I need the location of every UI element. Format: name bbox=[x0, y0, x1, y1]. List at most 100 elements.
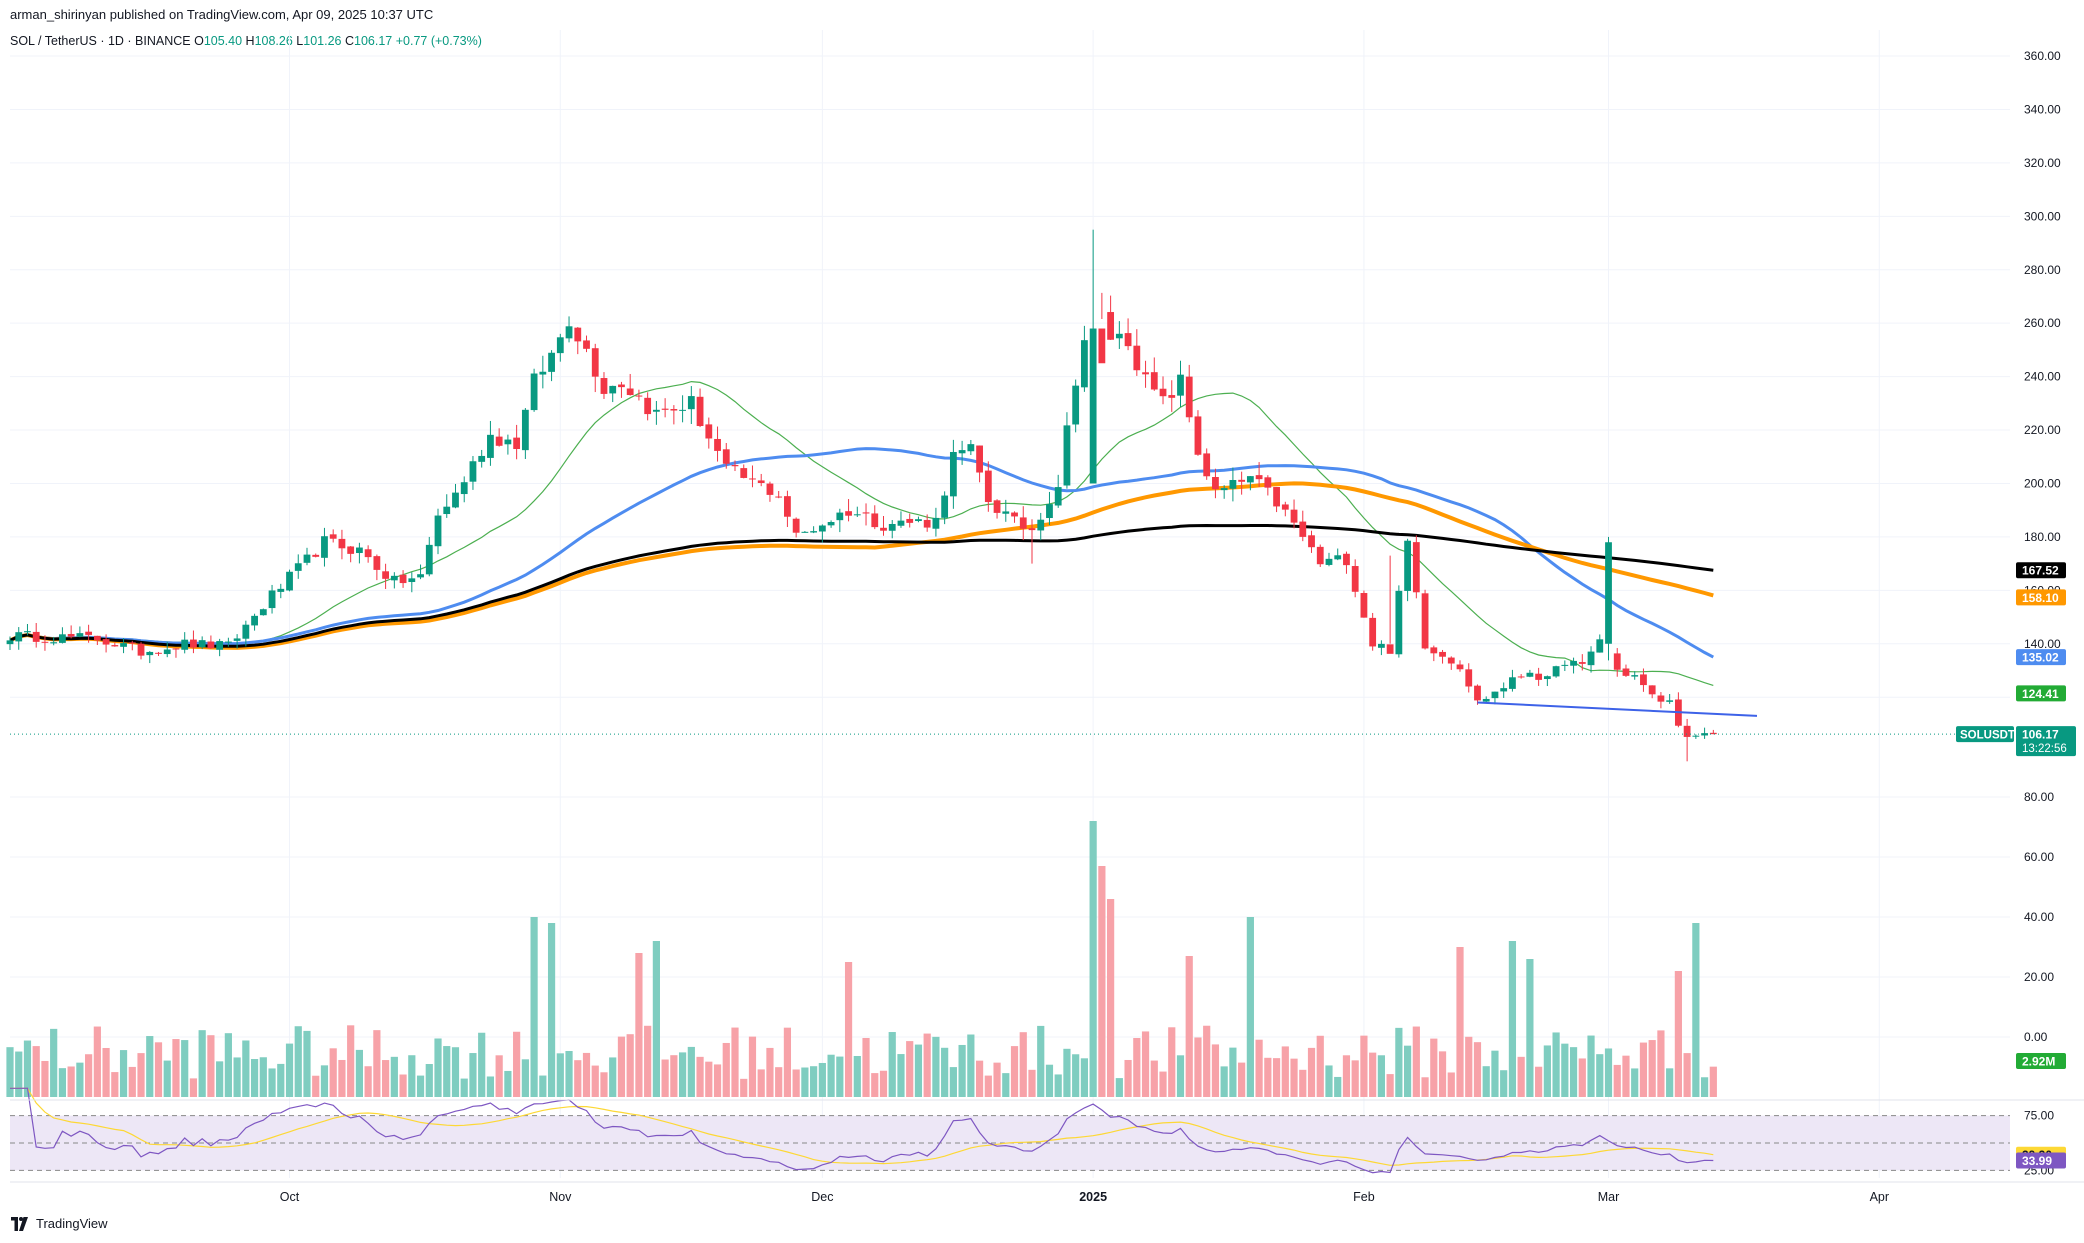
volume-bar bbox=[705, 1061, 713, 1097]
volume-bar bbox=[1578, 1058, 1586, 1097]
volume-bar bbox=[128, 1066, 136, 1097]
candle-body bbox=[853, 514, 861, 516]
volume-bar bbox=[1613, 1064, 1621, 1097]
volume-bar bbox=[1587, 1035, 1595, 1097]
candle-body bbox=[85, 631, 93, 635]
volume-bar bbox=[163, 1060, 171, 1097]
candle-body bbox=[356, 547, 363, 554]
volume-bar bbox=[1639, 1042, 1648, 1097]
volume-bar bbox=[408, 1055, 416, 1097]
candle-body bbox=[1264, 477, 1272, 488]
candle-body bbox=[652, 409, 660, 412]
candle-body bbox=[390, 575, 398, 581]
rsi-value-tag-bg bbox=[2016, 1152, 2066, 1169]
tradingview-logo-icon bbox=[11, 1216, 28, 1231]
candle-body bbox=[513, 437, 521, 450]
candle-body bbox=[1369, 617, 1377, 647]
volume-bar bbox=[888, 1032, 896, 1097]
grid-lines bbox=[10, 30, 2010, 1178]
symbol-title[interactable]: SOL / TetherUS · 1D · BINANCE bbox=[10, 34, 191, 48]
volume-bar bbox=[320, 1065, 329, 1097]
candle-body bbox=[1535, 673, 1543, 680]
price-tick-label: 140.00 bbox=[2024, 637, 2061, 651]
candle-body bbox=[1098, 328, 1106, 364]
volume-bar bbox=[1098, 866, 1106, 1097]
volume-bar bbox=[652, 941, 660, 1097]
volume-bar bbox=[1535, 1066, 1543, 1097]
candle-body bbox=[949, 451, 957, 497]
volume-bar bbox=[678, 1052, 687, 1097]
candle-body bbox=[504, 439, 512, 445]
volume-bar bbox=[137, 1053, 145, 1097]
volume-bar bbox=[1386, 1074, 1394, 1097]
candle-body bbox=[495, 436, 503, 446]
volume-bar bbox=[626, 1034, 634, 1097]
tradingview-footer: TradingView bbox=[10, 1216, 108, 1231]
volume-value-tag-bg bbox=[2016, 1053, 2066, 1069]
candle-body bbox=[915, 519, 922, 522]
volume-bar bbox=[119, 1050, 128, 1097]
candle-body bbox=[207, 641, 215, 649]
volume-bar bbox=[1622, 1055, 1630, 1097]
candle-body bbox=[478, 455, 486, 462]
volume-bar bbox=[198, 1030, 206, 1097]
volume-bar bbox=[547, 923, 556, 1097]
volume-bar bbox=[975, 1060, 984, 1097]
volume-bar bbox=[853, 1055, 861, 1097]
volume-bar bbox=[1159, 1071, 1167, 1097]
candle-body bbox=[1063, 425, 1071, 486]
volume-bar bbox=[85, 1054, 93, 1097]
candle-body bbox=[1124, 333, 1132, 347]
candle-body bbox=[1447, 657, 1455, 664]
candle-body bbox=[137, 643, 145, 656]
candle-body bbox=[1412, 542, 1420, 593]
volume-bar bbox=[1447, 1072, 1455, 1097]
volume-bar bbox=[539, 1075, 547, 1097]
volume-bar bbox=[582, 1052, 591, 1097]
price-tick-label: 280.00 bbox=[2024, 263, 2061, 277]
volume-bar bbox=[1596, 1054, 1604, 1097]
candle-body bbox=[521, 409, 529, 451]
volume-bar bbox=[451, 1047, 460, 1097]
ma20-value-tag-bg bbox=[2016, 685, 2066, 702]
volume-bar bbox=[1238, 1062, 1246, 1097]
ma50-value-tag: 135.02 bbox=[2022, 651, 2059, 665]
candle-body bbox=[15, 632, 23, 642]
volume-tick-label: 40.00 bbox=[2024, 910, 2054, 924]
candle-body bbox=[548, 352, 555, 372]
high-label: H bbox=[245, 34, 255, 48]
volume-bar bbox=[242, 1040, 250, 1097]
volume-bar bbox=[1438, 1051, 1447, 1097]
candle-body bbox=[775, 496, 783, 498]
candle-body bbox=[1246, 476, 1254, 483]
price-tick-label: 340.00 bbox=[2024, 102, 2061, 116]
candle-body bbox=[1500, 688, 1508, 692]
candle-body bbox=[1046, 504, 1053, 519]
candle-body bbox=[1561, 664, 1569, 666]
support-trendline bbox=[1477, 701, 1758, 717]
volume-tick-label: 20.00 bbox=[2024, 970, 2054, 984]
volume-bar bbox=[827, 1054, 835, 1097]
candle-body bbox=[1692, 735, 1700, 737]
volume-bar bbox=[1700, 1077, 1709, 1097]
candle-body bbox=[1316, 546, 1324, 565]
volume-bar bbox=[574, 1060, 582, 1097]
close-value: 106.17 bbox=[354, 34, 393, 48]
candle-body bbox=[1011, 512, 1018, 517]
close-label: C bbox=[344, 34, 354, 48]
price-tick-label: 240.00 bbox=[2024, 370, 2061, 384]
ma-line-ma20 bbox=[9, 380, 1714, 686]
candle-body bbox=[469, 461, 477, 482]
volume-bar bbox=[923, 1033, 931, 1097]
candle-body bbox=[1142, 372, 1149, 375]
candle-body bbox=[1578, 662, 1586, 664]
volume-bar bbox=[1412, 1026, 1420, 1097]
volume-bar bbox=[844, 962, 853, 1097]
candle-body bbox=[618, 384, 625, 388]
candle-body bbox=[1238, 479, 1246, 482]
volume-bar bbox=[941, 1047, 949, 1097]
candle-body bbox=[1115, 333, 1123, 339]
candle-body bbox=[923, 519, 931, 528]
candle-body bbox=[1570, 660, 1577, 666]
